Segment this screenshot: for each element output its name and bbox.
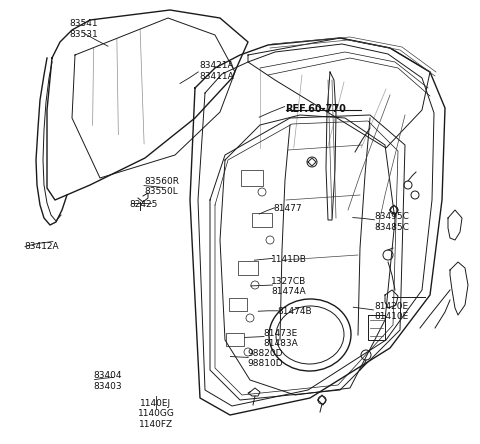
Text: 81473E
81483A: 81473E 81483A [263, 329, 298, 348]
Bar [238, 261, 258, 275]
Bar [229, 298, 247, 312]
Bar [252, 213, 272, 227]
Text: 98820D
98810D: 98820D 98810D [247, 349, 283, 369]
Text: 1140EJ
1140GG
1140FZ: 1140EJ 1140GG 1140FZ [138, 399, 174, 429]
Text: 83495C
83485C: 83495C 83485C [374, 212, 409, 232]
Text: 1141DB: 1141DB [271, 255, 307, 264]
Text: 81420E
81410E: 81420E 81410E [374, 302, 408, 321]
Text: 81474B: 81474B [277, 307, 312, 316]
Text: 82425: 82425 [130, 200, 158, 209]
Text: 83541
83531: 83541 83531 [70, 19, 98, 39]
Bar [241, 170, 263, 186]
Text: 83560R
83550L: 83560R 83550L [144, 177, 179, 196]
Bar [226, 333, 244, 346]
Text: REF.60-770: REF.60-770 [286, 104, 347, 114]
Text: 1327CB
81474A: 1327CB 81474A [271, 277, 306, 296]
Text: 83421A
83411A: 83421A 83411A [199, 61, 234, 81]
Text: 83404
83403: 83404 83403 [94, 371, 122, 391]
Text: 83412A: 83412A [24, 242, 59, 251]
Text: 81477: 81477 [274, 204, 302, 213]
